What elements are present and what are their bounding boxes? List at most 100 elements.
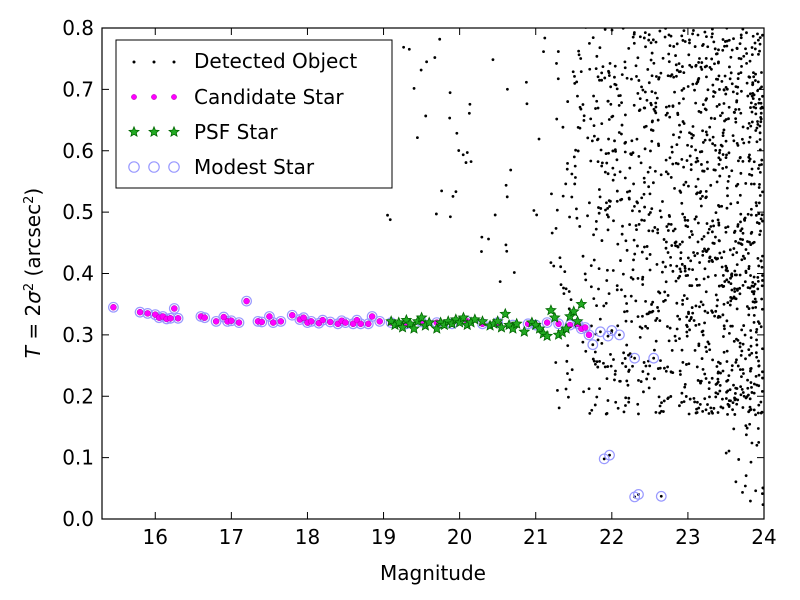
detected-object-point (590, 139, 594, 143)
x-tick-label: 19 (371, 525, 396, 549)
detected-object-point (752, 160, 756, 164)
legend-marker-psf (128, 125, 140, 138)
y-tick-label: 0.1 (62, 446, 94, 470)
detected-object-point (694, 185, 698, 189)
legend-marker-modest (168, 161, 180, 173)
detected-object-point (732, 427, 736, 431)
detected-object-point (716, 218, 720, 222)
detected-object-point (726, 225, 730, 229)
detected-object-point (710, 67, 713, 71)
detected-object-point (741, 391, 745, 394)
detected-object-point (716, 380, 720, 384)
detected-object-point (646, 326, 650, 330)
detected-object-point (646, 68, 650, 71)
detected-object-point (674, 240, 678, 244)
detected-object-point (749, 460, 753, 464)
modest-star-point (553, 318, 564, 330)
detected-object-point (739, 71, 743, 75)
detected-object-point (666, 172, 670, 176)
detected-object-point (658, 404, 662, 408)
detected-object-point (705, 350, 708, 354)
detected-object-point (701, 368, 705, 371)
detected-object-point (703, 372, 707, 376)
detected-object-point (754, 374, 758, 378)
detected-object-point (759, 111, 763, 115)
detected-object-point (685, 323, 688, 327)
candidate-star-point (327, 318, 334, 326)
detected-object-point (624, 319, 628, 323)
detected-object-point (735, 100, 739, 104)
detected-object-point (680, 201, 684, 205)
detected-object-point (737, 241, 740, 245)
detected-object-point (761, 254, 764, 258)
detected-object-point (637, 79, 641, 82)
detected-object-point (725, 87, 729, 91)
detected-object-point (680, 34, 684, 38)
detected-object-point (532, 209, 536, 212)
detected-object-point (689, 259, 693, 263)
detected-object-point (691, 82, 695, 86)
detected-object-point (739, 212, 743, 216)
candidate-star-point (243, 297, 250, 305)
detected-object-point (624, 365, 628, 368)
detected-object-point (736, 398, 740, 402)
detected-object-point (700, 61, 704, 64)
candidate-star-point (368, 313, 376, 320)
detected-object-point (730, 297, 734, 300)
detected-object-point (594, 362, 597, 366)
detected-object-point (627, 400, 631, 404)
detected-object-point (670, 73, 674, 76)
candidate-star-point (136, 308, 144, 316)
detected-object-point (623, 60, 627, 64)
detected-object-point (646, 372, 650, 376)
detected-object-point (701, 42, 705, 46)
detected-object-point (543, 36, 547, 40)
detected-object-point (681, 212, 685, 216)
detected-object-point (707, 247, 710, 251)
detected-object-point (535, 213, 539, 217)
detected-object-point (704, 290, 708, 294)
candidate-star-point (228, 317, 235, 325)
detected-object-point (617, 103, 621, 107)
detected-object-point (726, 194, 729, 198)
detected-object-point (729, 282, 733, 286)
detected-object-point (747, 264, 751, 268)
detected-object-point (613, 173, 617, 177)
detected-object-point (750, 167, 754, 171)
detected-object-point (761, 33, 764, 37)
detected-object-point (623, 357, 627, 360)
detected-object-point (745, 395, 749, 399)
detected-object-point (688, 235, 692, 239)
detected-object-point (664, 113, 668, 117)
detected-object-point (709, 225, 713, 228)
detected-object-point (754, 300, 758, 304)
detected-object-point (755, 126, 759, 130)
detected-object-point (695, 400, 699, 404)
detected-object-point (688, 131, 691, 135)
detected-object-point (760, 284, 764, 288)
detected-object-point (627, 396, 631, 400)
detected-object-point (753, 297, 757, 301)
detected-object-point (674, 244, 677, 248)
detected-object-point (679, 257, 683, 260)
modest-star-point (374, 315, 386, 327)
detected-object-point (467, 111, 471, 115)
detected-object-point (597, 211, 601, 215)
detected-object-point (664, 265, 667, 269)
candidate-star-point (319, 316, 326, 324)
y-tick-label: 0.4 (62, 262, 94, 286)
detected-object-point (735, 263, 739, 267)
detected-object-point (729, 299, 733, 303)
detected-object-point (555, 117, 559, 121)
detected-object-point (754, 102, 757, 106)
detected-object-point (416, 136, 419, 140)
detected-object-point (743, 280, 747, 284)
detected-object-point (674, 54, 677, 57)
detected-object-point (730, 364, 734, 368)
detected-object-point (666, 229, 670, 232)
detected-object-point (623, 113, 627, 117)
detected-object-point (745, 31, 748, 35)
detected-object-point (746, 378, 749, 382)
detected-object-point (697, 342, 701, 346)
detected-object-point (700, 150, 704, 153)
